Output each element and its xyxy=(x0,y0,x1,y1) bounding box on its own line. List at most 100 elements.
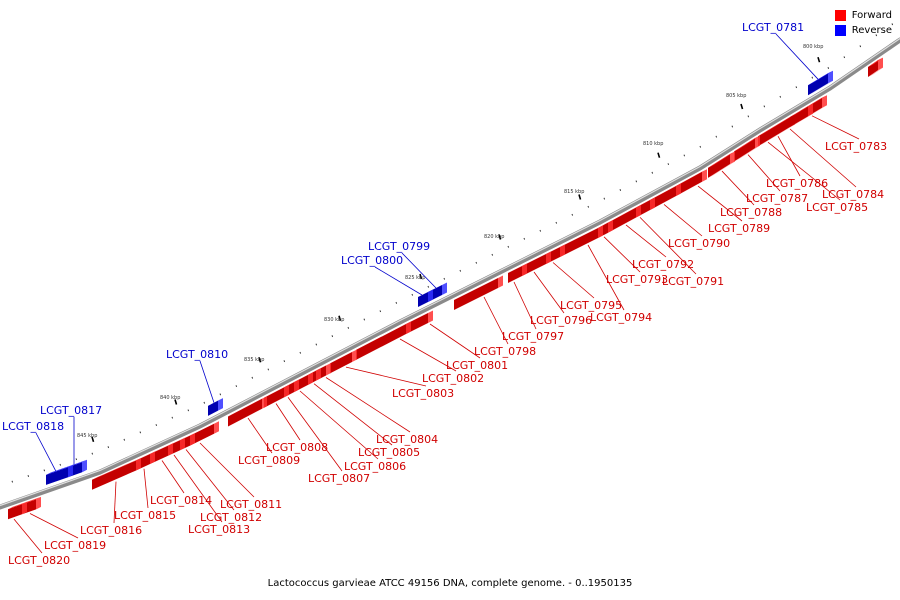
gene-label-lcgt_0817[interactable]: LCGT_0817 xyxy=(40,404,102,417)
gene-feature-lcgt_0787[interactable] xyxy=(734,135,760,162)
gene-leader-line xyxy=(399,338,457,372)
gene-label-lcgt_0787[interactable]: LCGT_0787 xyxy=(746,192,808,205)
major-tick xyxy=(338,315,342,321)
gene-feature-lcgt_0790[interactable] xyxy=(650,183,681,210)
minor-tick xyxy=(331,335,334,338)
gene-leader-line xyxy=(811,115,860,140)
gene-label-lcgt_0786[interactable]: LCGT_0786 xyxy=(766,177,828,190)
gene-label-lcgt_0808[interactable]: LCGT_0808 xyxy=(266,441,328,454)
gene-feature-lcgt_0783[interactable] xyxy=(868,57,883,77)
gene-label-lcgt_0796[interactable]: LCGT_0796 xyxy=(530,314,592,327)
tick-label: 825 kbp xyxy=(405,275,425,281)
legend-item-reverse[interactable]: Reverse xyxy=(834,23,892,38)
gene-feature-lcgt_0810[interactable] xyxy=(208,398,223,416)
gene-label-lcgt_0812[interactable]: LCGT_0812 xyxy=(200,511,262,524)
gene-label-lcgt_0789[interactable]: LCGT_0789 xyxy=(708,222,770,235)
forward-swatch-icon xyxy=(834,10,846,21)
gene-leader-line xyxy=(313,383,393,446)
gene-feature-lcgt_0802[interactable] xyxy=(356,321,411,360)
gene-label-lcgt_0785[interactable]: LCGT_0785 xyxy=(806,201,868,214)
gene-leader-line xyxy=(777,136,801,177)
gene-label-lcgt_0793[interactable]: LCGT_0793 xyxy=(606,273,668,286)
gene-feature-lcgt_0781[interactable] xyxy=(808,70,833,96)
gene-feature-lcgt_0803[interactable] xyxy=(330,349,357,374)
gene-label-lcgt_0806[interactable]: LCGT_0806 xyxy=(344,460,406,473)
legend-item-forward[interactable]: Forward xyxy=(834,8,892,23)
gene-label-lcgt_0811[interactable]: LCGT_0811 xyxy=(220,498,282,511)
tick-label: 835 kbp xyxy=(244,357,264,363)
minor-tick xyxy=(747,115,750,118)
gene-feature-lcgt_0796[interactable] xyxy=(522,251,551,277)
gene-leader-line xyxy=(767,141,841,201)
minor-tick xyxy=(203,401,206,404)
gene-label-lcgt_0805[interactable]: LCGT_0805 xyxy=(358,446,420,459)
gene-feature-lcgt_0786[interactable] xyxy=(790,103,813,127)
minor-tick xyxy=(475,261,478,264)
gene-label-lcgt_0800[interactable]: LCGT_0800 xyxy=(341,254,403,267)
gene-feature-lcgt_0809[interactable] xyxy=(228,396,267,427)
gene-label-lcgt_0813[interactable]: LCGT_0813 xyxy=(188,523,250,536)
gene-label-lcgt_0784[interactable]: LCGT_0784 xyxy=(822,188,884,201)
minor-tick xyxy=(779,95,782,98)
gene-label-lcgt_0790[interactable]: LCGT_0790 xyxy=(668,237,730,250)
minor-tick xyxy=(459,269,462,272)
gene-leader-line xyxy=(483,296,509,345)
gene-label-lcgt_0794[interactable]: LCGT_0794 xyxy=(590,311,652,324)
minor-tick xyxy=(43,469,46,472)
gene-label-lcgt_0809[interactable]: LCGT_0809 xyxy=(238,454,300,467)
gene-feature-lcgt_0788[interactable] xyxy=(708,151,735,178)
major-tick xyxy=(174,399,178,405)
gene-label-lcgt_0801[interactable]: LCGT_0801 xyxy=(446,359,508,372)
gene-label-lcgt_0810[interactable]: LCGT_0810 xyxy=(166,348,228,361)
gene-label-lcgt_0788[interactable]: LCGT_0788 xyxy=(720,206,782,219)
gene-leader-line xyxy=(13,518,43,554)
gene-feature-lcgt_0818[interactable] xyxy=(46,464,73,485)
gene-leader-line xyxy=(173,454,223,523)
gene-label-lcgt_0797[interactable]: LCGT_0797 xyxy=(502,330,564,343)
minor-tick xyxy=(507,245,510,248)
gene-label-lcgt_0798[interactable]: LCGT_0798 xyxy=(474,345,536,358)
gene-label-lcgt_0814[interactable]: LCGT_0814 xyxy=(150,494,212,507)
gene-feature-lcgt_0798[interactable] xyxy=(454,275,503,311)
gene-feature-lcgt_0816[interactable] xyxy=(92,457,141,490)
gene-label-lcgt_0804[interactable]: LCGT_0804 xyxy=(376,433,438,446)
gene-label-lcgt_0815[interactable]: LCGT_0815 xyxy=(114,509,176,522)
gene-feature-lcgt_0794[interactable] xyxy=(560,225,603,258)
minor-tick xyxy=(315,343,318,346)
gene-label-lcgt_0818[interactable]: LCGT_0818 xyxy=(2,420,64,433)
gene-feature-lcgt_0806[interactable] xyxy=(294,372,313,393)
gene-label-lcgt_0819[interactable]: LCGT_0819 xyxy=(44,539,106,552)
gene-label-lcgt_0781[interactable]: LCGT_0781 xyxy=(742,21,804,34)
major-tick xyxy=(740,103,744,110)
gene-leader-line xyxy=(552,262,595,299)
minor-tick xyxy=(859,45,862,48)
gene-feature-lcgt_0820[interactable] xyxy=(8,501,27,520)
minor-tick xyxy=(283,360,286,363)
gene-label-lcgt_0807[interactable]: LCGT_0807 xyxy=(308,472,370,485)
gene-leader-line xyxy=(299,390,379,460)
gene-feature-lcgt_0789[interactable] xyxy=(676,169,707,196)
gene-feature-lcgt_0808[interactable] xyxy=(264,384,289,408)
gene-leader-line xyxy=(747,154,781,192)
gene-leader-line xyxy=(143,468,149,509)
gene-feature-lcgt_0811[interactable] xyxy=(190,421,219,446)
gene-label-lcgt_0792[interactable]: LCGT_0792 xyxy=(632,258,694,271)
gene-feature-lcgt_0800[interactable] xyxy=(418,289,433,308)
minor-tick xyxy=(427,285,430,288)
minor-tick xyxy=(11,480,14,483)
gene-feature-lcgt_0801[interactable] xyxy=(406,310,433,335)
gene-label-lcgt_0791[interactable]: LCGT_0791 xyxy=(662,275,724,288)
gene-label-lcgt_0783[interactable]: LCGT_0783 xyxy=(825,140,887,153)
gene-feature-lcgt_0797[interactable] xyxy=(508,263,527,284)
gene-label-lcgt_0816[interactable]: LCGT_0816 xyxy=(80,524,142,537)
gene-label-lcgt_0802[interactable]: LCGT_0802 xyxy=(422,372,484,385)
gene-leader-line xyxy=(374,266,423,296)
minor-tick xyxy=(603,197,606,200)
tick-label: 830 kbp xyxy=(324,317,344,323)
gene-label-lcgt_0820[interactable]: LCGT_0820 xyxy=(8,554,70,567)
gene-leader-line xyxy=(533,271,565,314)
gene-label-lcgt_0803[interactable]: LCGT_0803 xyxy=(392,387,454,400)
gene-leader-line xyxy=(29,513,79,539)
gene-label-lcgt_0799[interactable]: LCGT_0799 xyxy=(368,240,430,253)
gene-label-lcgt_0795[interactable]: LCGT_0795 xyxy=(560,299,622,312)
